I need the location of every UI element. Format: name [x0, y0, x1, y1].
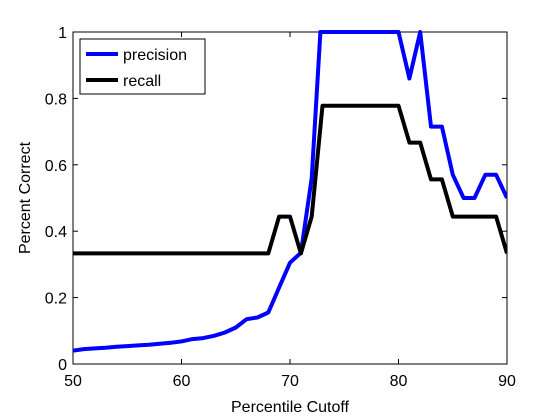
x-tick-label: 50 [64, 373, 82, 390]
x-tick-label: 80 [390, 373, 408, 390]
x-tick-label: 70 [281, 373, 299, 390]
y-tick-label: 0.8 [45, 91, 67, 108]
y-tick-label: 0.6 [45, 158, 67, 175]
series-layer [73, 30, 507, 353]
y-tick-label: 0.4 [45, 224, 67, 241]
x-axis-label: Percentile Cutoff [231, 399, 350, 416]
y-tick-label: 0.2 [45, 291, 67, 308]
y-tick-label: 0 [58, 357, 67, 374]
legend-box [79, 38, 206, 95]
x-tick-label: 90 [498, 373, 516, 390]
x-tick-label: 60 [173, 373, 191, 390]
legend-label-recall: recall [123, 73, 161, 90]
series-line-recall [73, 103, 507, 256]
y-tick-label: 1 [58, 25, 67, 42]
axis-ticks: 50 60 70 80 90 0 0.2 0.4 0.6 0.8 1 [45, 25, 516, 390]
legend: precision recall [79, 38, 206, 95]
legend-label-precision: precision [123, 47, 187, 64]
y-axis-label: Percent Correct [17, 141, 34, 254]
series-line-precision [73, 30, 507, 353]
